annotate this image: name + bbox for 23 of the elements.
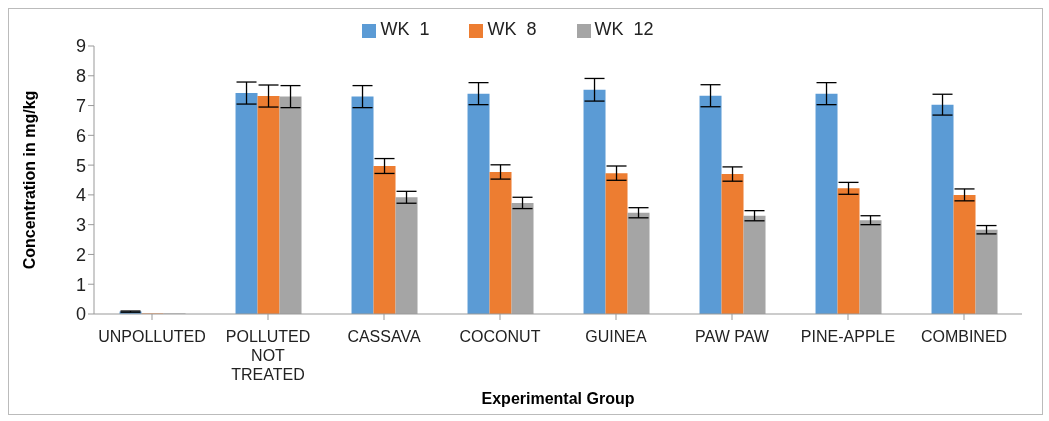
x-tick-label: UNPOLLUTED <box>98 328 206 345</box>
y-tick-label: 3 <box>75 215 86 236</box>
x-tick-label: COCONUT <box>459 328 541 345</box>
x-axis-title: Experimental Group <box>481 390 635 407</box>
y-tick-label: 8 <box>75 66 86 87</box>
x-tick-label: COMBINED <box>920 328 1008 345</box>
x-tick-label: PAW PAW <box>695 328 770 345</box>
y-axis-title: Concentration in mg/kg <box>20 90 38 270</box>
y-tick-label: 1 <box>75 274 86 295</box>
x-tick-label: GUINEA <box>585 328 647 345</box>
y-tick-label: 7 <box>75 95 86 116</box>
x-tick-label: POLLUTED NOT TREATED <box>225 328 311 383</box>
y-tick-label: 9 <box>75 36 86 57</box>
legend-label: WK 12 <box>594 19 654 39</box>
legend-label: WK 1 <box>380 19 430 39</box>
x-tick-label: CASSAVA <box>347 328 421 345</box>
y-tick-label: 0 <box>75 304 86 325</box>
y-tick-label: 6 <box>75 125 86 146</box>
y-tick-label: 4 <box>75 185 86 206</box>
y-tick-label: 5 <box>75 155 86 176</box>
x-tick-label: PINE-APPLE <box>800 328 896 345</box>
legend-label: WK 8 <box>487 19 537 39</box>
y-tick-label: 2 <box>75 244 86 265</box>
